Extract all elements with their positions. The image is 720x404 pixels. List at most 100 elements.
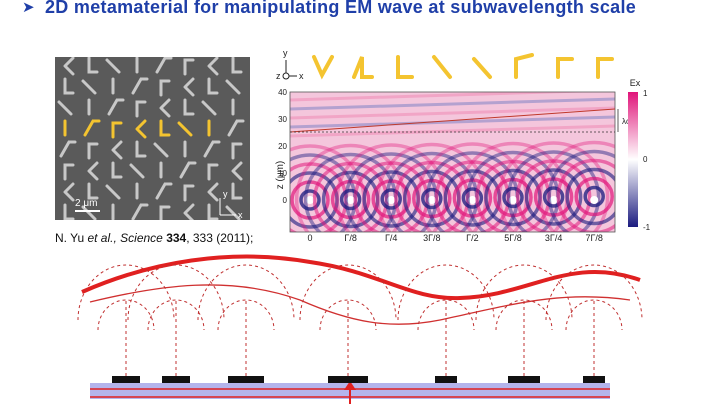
y-ticks: 40 30 20 10 0 <box>278 88 287 205</box>
antenna-pad <box>112 376 140 383</box>
wave-core <box>549 196 558 204</box>
antenna <box>201 100 217 116</box>
antenna <box>227 119 245 137</box>
wavelet <box>495 299 553 331</box>
wave-ring <box>421 187 443 210</box>
wave-ring <box>533 177 574 217</box>
antenna <box>514 53 534 79</box>
wave-band <box>290 124 615 138</box>
x-label: Γ/8 <box>344 233 356 243</box>
citation-journal: Science <box>116 231 167 245</box>
antenna <box>183 184 195 202</box>
wave-ring <box>403 169 461 228</box>
antenna <box>231 182 243 200</box>
citation-etal: et al., <box>87 231 117 245</box>
wave-ring <box>461 187 484 209</box>
antenna <box>87 182 99 200</box>
antenna <box>207 163 219 181</box>
antenna <box>159 98 171 118</box>
sem-antennas <box>57 57 245 220</box>
wavelet <box>147 299 205 331</box>
citation-authors: N. Yu <box>55 231 88 245</box>
wave-ring <box>502 186 524 209</box>
y-tick-label: 20 <box>278 142 287 151</box>
antenna <box>135 140 147 158</box>
antenna <box>159 119 171 137</box>
antenna <box>155 57 173 74</box>
wave-ring <box>574 176 614 217</box>
antenna-row <box>312 53 614 80</box>
wave-ring <box>547 149 615 232</box>
wave-core <box>346 196 355 204</box>
wave-ring <box>583 185 605 208</box>
antenna <box>231 57 243 74</box>
wave-ring <box>371 179 411 219</box>
antenna <box>207 57 219 76</box>
y-axis-label: z (μm) <box>275 161 286 190</box>
colorbar-tick: 0 <box>643 155 648 164</box>
wave-band <box>290 92 599 102</box>
wavelet <box>397 264 495 321</box>
slide-title: 2D metamaterial for manipulating EM wave… <box>45 0 637 17</box>
antenna <box>63 77 75 95</box>
wave-core <box>590 196 599 204</box>
wavelet <box>197 264 295 321</box>
wavelet <box>77 264 175 321</box>
wave-ring <box>362 170 420 228</box>
wave-band <box>290 115 615 129</box>
antenna-pad <box>162 376 190 383</box>
antenna <box>111 121 123 139</box>
colorbar <box>628 92 638 227</box>
antenna <box>225 79 241 95</box>
axis-label: x <box>299 71 304 81</box>
wavelet <box>97 299 155 331</box>
wavefront <box>89 284 631 325</box>
axis-label: x <box>238 210 243 220</box>
antenna <box>63 163 75 181</box>
antenna-pad <box>435 376 457 383</box>
wave-ring <box>493 177 533 218</box>
wave-ring <box>290 171 339 229</box>
wavelet <box>299 264 397 321</box>
phase-front <box>289 108 616 133</box>
antenna <box>129 163 145 179</box>
antenna <box>135 119 147 139</box>
antenna-pad <box>228 376 264 383</box>
antenna <box>159 205 171 220</box>
wave-core <box>306 196 314 204</box>
y-tick-label: 0 <box>283 196 288 205</box>
axis-origin <box>282 72 290 80</box>
x-label: 3Γ/4 <box>545 233 562 243</box>
wavelet <box>217 299 275 331</box>
antenna <box>231 161 243 181</box>
antenna <box>153 142 169 158</box>
wavefront <box>81 254 641 301</box>
wave-ring <box>380 188 402 210</box>
antenna <box>207 203 219 220</box>
antenna <box>107 98 125 116</box>
antenna <box>556 57 574 79</box>
y-tick-label: 10 <box>278 169 287 178</box>
x-labels: 0 Γ/8 Γ/4 3Γ/8 Γ/2 5Γ/8 3Γ/4 7Γ/8 <box>307 233 602 243</box>
antenna <box>472 57 492 79</box>
wave-ring <box>434 160 511 232</box>
antenna <box>432 55 452 79</box>
antenna-pad <box>508 376 540 383</box>
wave-ring <box>353 161 429 232</box>
wave-ring <box>290 180 330 220</box>
wave-ring <box>443 169 502 227</box>
citation: N. Yu et al., Science 334, 333 (2011); <box>55 231 253 245</box>
antenna <box>83 119 101 137</box>
antenna <box>177 121 193 137</box>
wave-ring <box>506 150 601 232</box>
antenna <box>179 161 197 179</box>
x-label: 3Γ/8 <box>423 233 440 243</box>
scale-bar-label: 2 μm <box>75 198 97 209</box>
wave-ring <box>321 170 380 229</box>
colorbar-tick: -1 <box>643 223 651 232</box>
antenna <box>63 203 75 220</box>
antenna <box>57 100 73 116</box>
wave-ring <box>484 168 542 227</box>
x-label: Γ/2 <box>466 233 478 243</box>
wave-core <box>387 196 396 204</box>
